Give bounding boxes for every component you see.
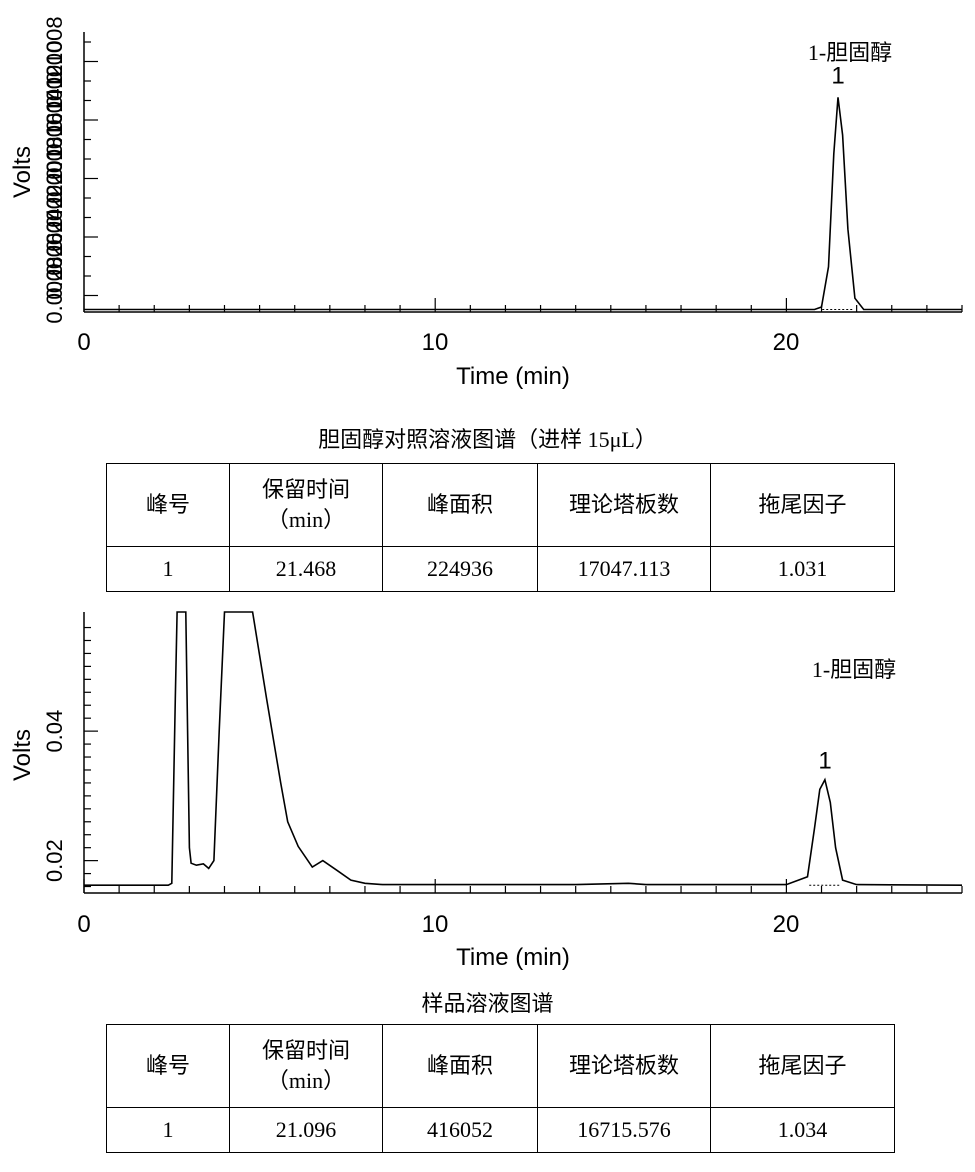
cell: 224936 <box>382 546 538 592</box>
y-tick-label: 0.0024 <box>42 208 67 275</box>
x-tick-label: 10 <box>422 329 449 356</box>
x-ticks <box>83 879 963 893</box>
y-axis-label: Volts <box>9 146 36 198</box>
col-theoretical-plates: 理论塔板数 <box>537 1024 711 1108</box>
col-tailing-factor: 拖尾因子 <box>710 1024 895 1108</box>
y-tick-label: 0.0018 <box>42 136 67 203</box>
cell: 16715.576 <box>537 1107 711 1153</box>
y-ticks <box>84 626 98 888</box>
y-tick-label: 0.0016 <box>42 112 67 179</box>
col-retention-time: 保留时间 （min） <box>229 463 383 547</box>
x-tick-label: 20 <box>773 911 800 938</box>
y-tick-labels: 0.02 0.04 <box>42 710 67 882</box>
cell: 17047.113 <box>537 546 711 592</box>
col-peak-no: 峰号 <box>106 463 230 547</box>
x-tick-label: 10 <box>422 911 449 938</box>
y-tick-label: 0.0014 <box>42 88 67 155</box>
header-row: 峰号 保留时间 （min） 峰面积 理论塔板数 拖尾因子 <box>106 463 895 547</box>
y-tick-labels: 0.00280.00260.00240.00220.00200.00180.00… <box>42 16 67 323</box>
legend: 1-胆固醇 <box>812 657 896 682</box>
y-tick-label: 0.0008 <box>42 16 67 83</box>
col-tailing-factor: 拖尾因子 <box>710 463 895 547</box>
y-tick-label: 0.0010 <box>42 40 67 107</box>
sample-chromatogram: 0 10 20 Time (min) Volts 0.020.04 1-胆固醇 … <box>9 611 963 971</box>
results-table: 峰号 保留时间 （min） 峰面积 理论塔板数 拖尾因子 1 21.468 224… <box>106 463 895 592</box>
results-table: 峰号 保留时间 （min） 峰面积 理论塔板数 拖尾因子 1 21.096 416… <box>106 1024 895 1153</box>
cell: 21.096 <box>229 1107 383 1153</box>
x-axis-label: Time (min) <box>456 363 570 390</box>
y-tick-label: 0.0026 <box>42 232 67 299</box>
x-tick-label: 20 <box>773 329 800 356</box>
table-row: 1 21.468 224936 17047.113 1.031 <box>106 546 895 592</box>
x-tick-label: 0 <box>77 911 90 938</box>
col-peak-no: 峰号 <box>106 1024 230 1108</box>
col-peak-area: 峰面积 <box>382 1024 538 1108</box>
chart-title: 样品溶液图谱 <box>421 991 554 1016</box>
chromatogram-line <box>84 611 963 886</box>
col-peak-area: 峰面积 <box>382 463 538 547</box>
table-row: 1 21.096 416052 16715.576 1.034 <box>106 1107 895 1153</box>
cell: 416052 <box>382 1107 538 1153</box>
legend: 1-胆固醇 <box>808 40 892 65</box>
y-tick-label: 0.0022 <box>42 184 67 251</box>
y-tick-label: 0.0012 <box>42 64 67 131</box>
chromatogram-line <box>84 97 962 311</box>
chart-title: 胆固醇对照溶液图谱（进样 15μL） <box>318 427 657 452</box>
x-ticks <box>83 298 963 312</box>
cell: 1 <box>106 546 230 592</box>
cell: 21.468 <box>229 546 383 592</box>
y-tick-label: 0.04 <box>42 710 67 753</box>
y-tick-label: 0.02 <box>42 839 67 882</box>
col-theoretical-plates: 理论塔板数 <box>537 463 711 547</box>
cell: 1.031 <box>710 546 895 592</box>
y-axis-label: Volts <box>9 729 36 781</box>
cell: 1.034 <box>710 1107 895 1153</box>
col-retention-time: 保留时间 （min） <box>229 1024 383 1108</box>
y-tick-label: 0.0028 <box>42 256 67 323</box>
peak-label: 1 <box>831 62 844 89</box>
y-tick-label: 0.0020 <box>42 160 67 227</box>
peak-label: 1 <box>818 748 831 775</box>
y-ticks <box>84 41 98 297</box>
x-tick-label: 0 <box>77 329 90 356</box>
cell: 1 <box>106 1107 230 1153</box>
header-row: 峰号 保留时间 （min） 峰面积 理论塔板数 拖尾因子 <box>106 1024 895 1108</box>
x-axis-label: Time (min) <box>456 944 570 971</box>
reference-chromatogram: 0 10 20 Time (min) Volts 0.00280.00260.0… <box>9 16 963 390</box>
